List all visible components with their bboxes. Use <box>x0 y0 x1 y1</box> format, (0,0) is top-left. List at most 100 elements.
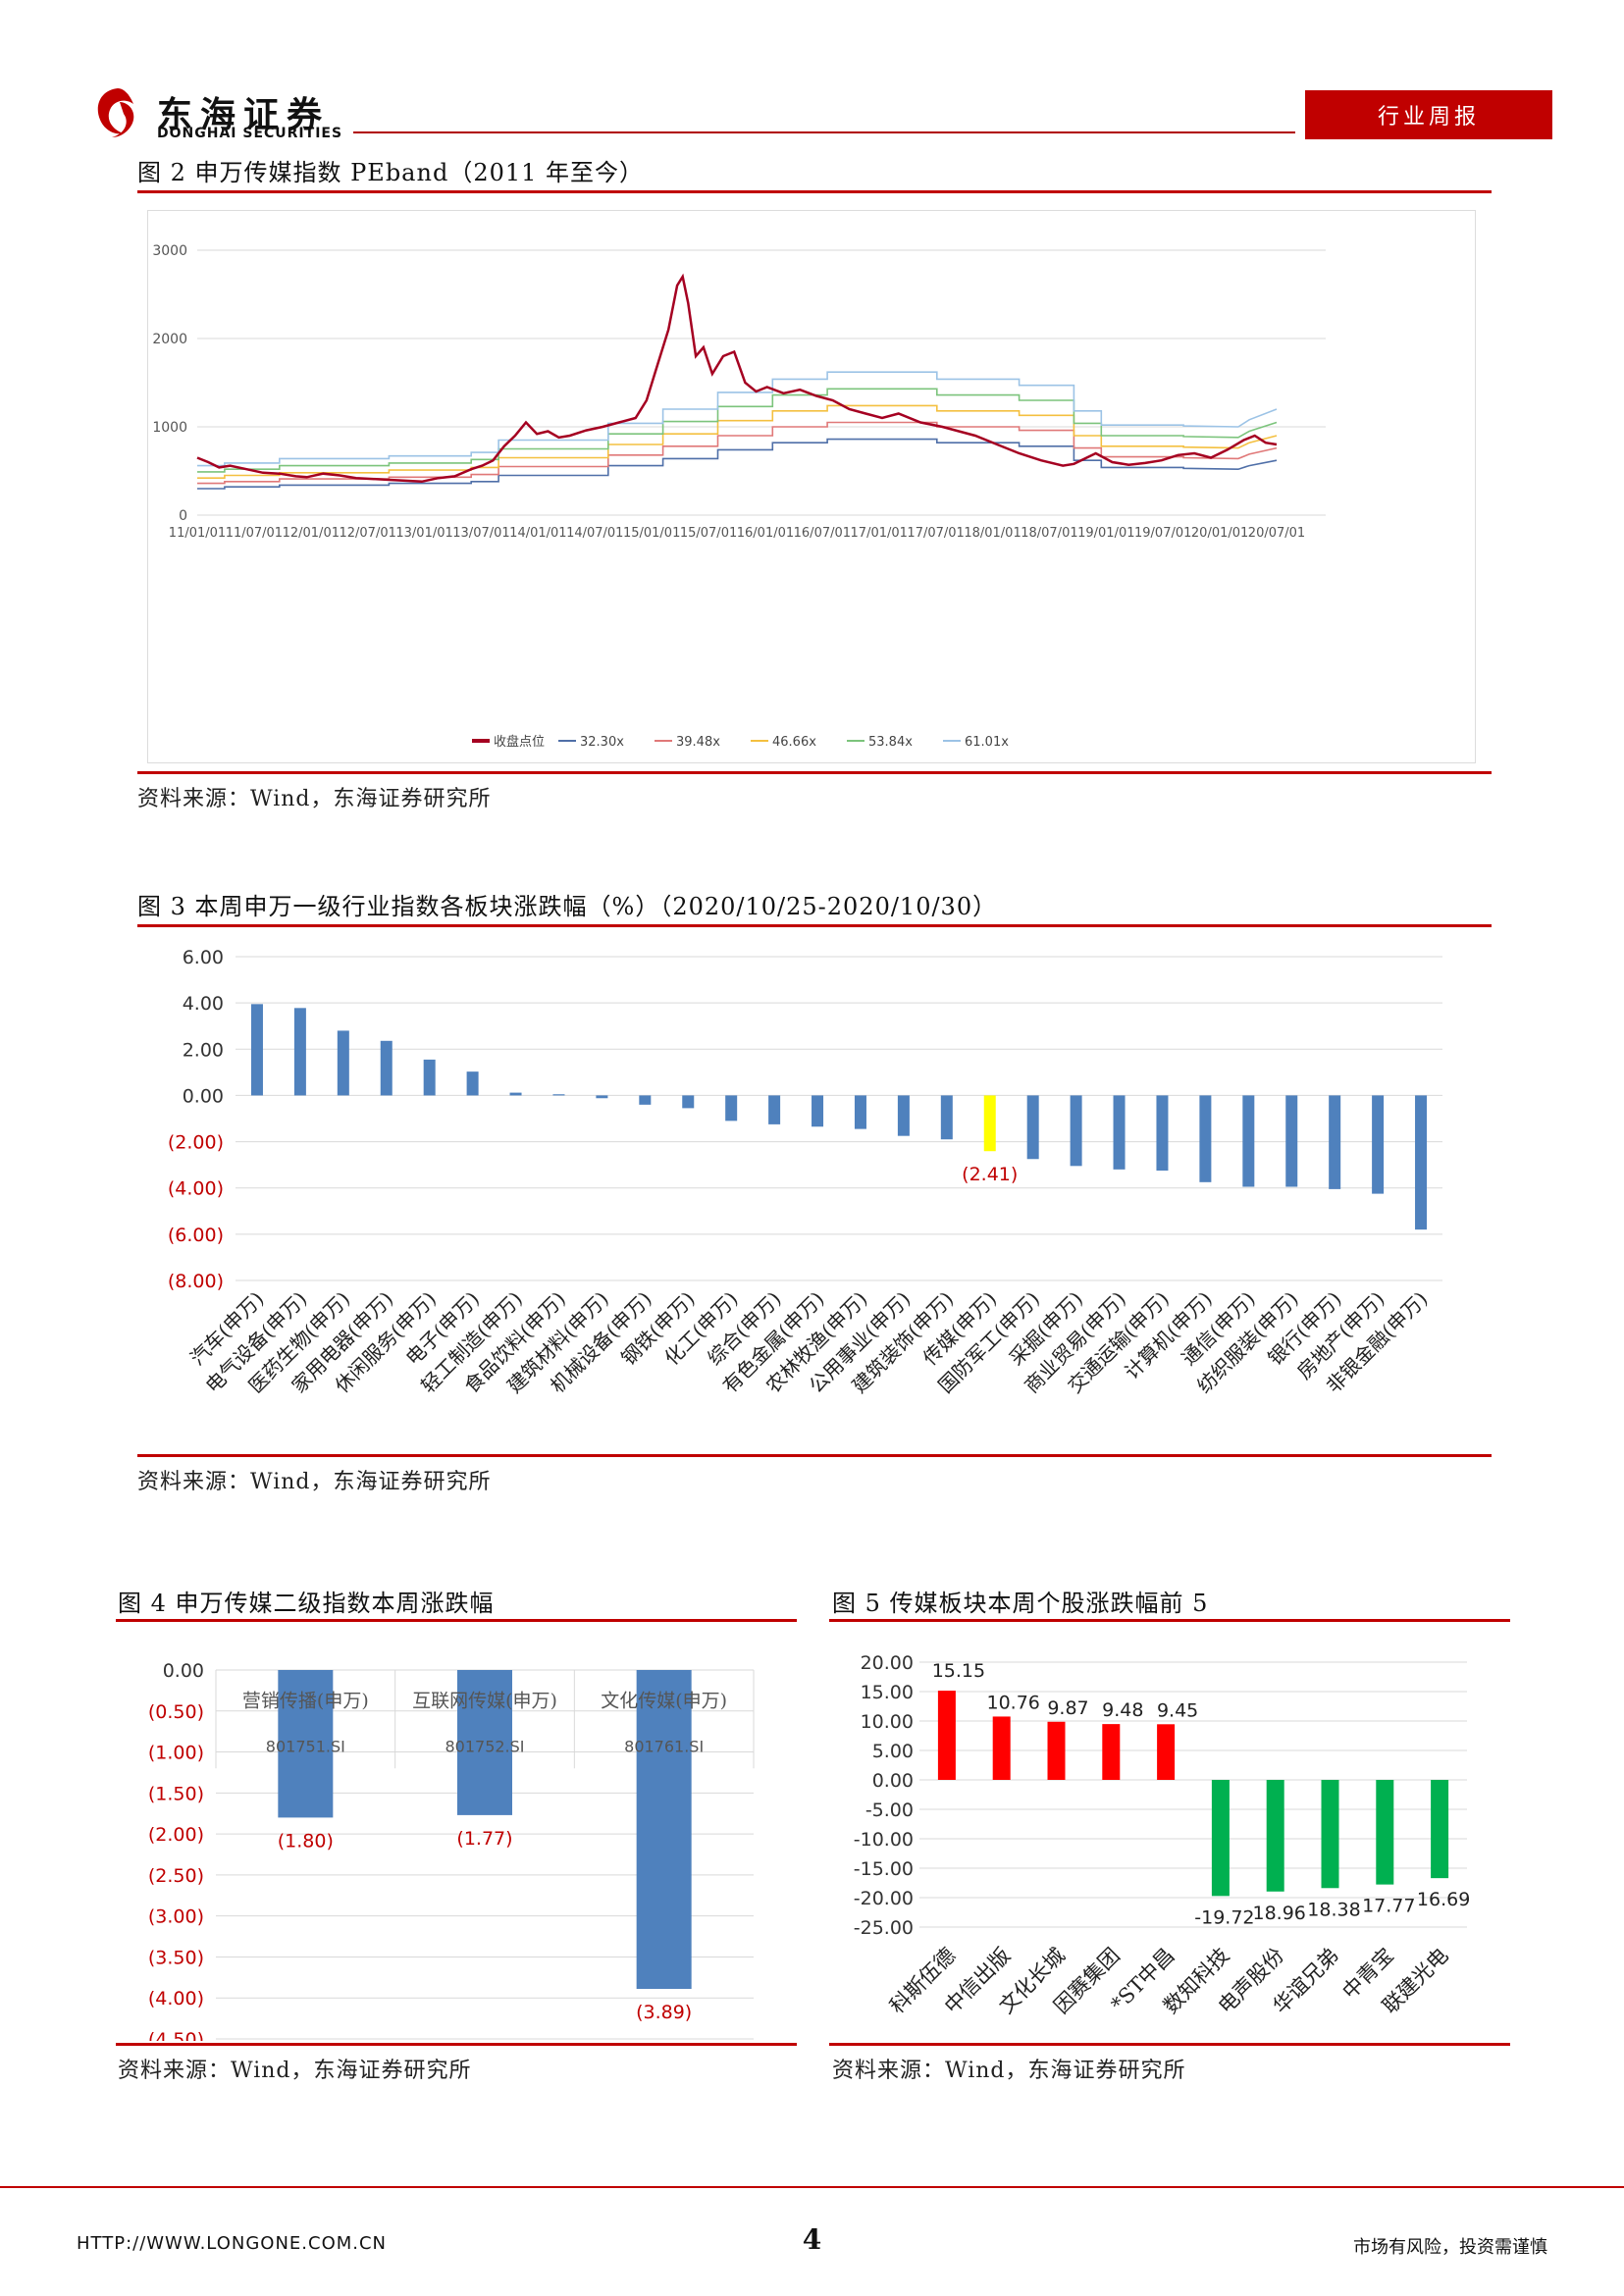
fig3-y-tick: 4.00 <box>183 993 224 1015</box>
fig2-x-tick: 13/01/01 <box>395 526 452 541</box>
fig2-y-tick: 0 <box>179 508 187 524</box>
fig2-x-tick: 14/01/01 <box>509 526 566 541</box>
fig5-top-rule <box>829 1619 1510 1622</box>
fig2-x-tick: 11/07/01 <box>226 526 283 541</box>
fig2-y-tick: 2000 <box>152 332 187 347</box>
fig2-series-line <box>196 273 1278 484</box>
fig5-y-tick: 15.00 <box>861 1682 914 1703</box>
page-number: 4 <box>802 2223 822 2256</box>
company-name-en: DONGHAI SECURITIES <box>157 126 343 141</box>
fig5-bar <box>1321 1780 1339 1889</box>
fig3-bar <box>768 1095 781 1124</box>
fig5-bar <box>1431 1780 1449 1879</box>
fig3-bar <box>337 1030 349 1096</box>
fig2-x-tick: 11/01/01 <box>169 526 226 541</box>
fig3-bar <box>293 1008 306 1096</box>
fig4-x-label: 互联网传媒(申万) <box>412 1691 557 1712</box>
fig4-y-tick: 0.00 <box>163 1660 204 1682</box>
fig2-series-line <box>197 371 1278 467</box>
fig3-chart: 6.00 4.00 2.00 0.00 (2.00) (4.00) (6.00) (8.00)… <box>168 947 1442 1397</box>
fig3-bar <box>1285 1095 1298 1187</box>
fig2-x-tick: 16/07/01 <box>794 526 851 541</box>
fig3-top-rule <box>137 924 1492 927</box>
fig2-legend-label: 39.48x <box>676 735 720 750</box>
fig3-bar <box>639 1095 652 1105</box>
fig2-x-tick: 14/07/01 <box>566 526 623 541</box>
footer-rule <box>0 2186 1624 2188</box>
fig3-source: 资料来源：Wind，东海证券研究所 <box>137 1470 492 1494</box>
fig2-x-tick: 19/01/01 <box>1077 526 1134 541</box>
fig4-y-tick: (0.50) <box>148 1701 204 1723</box>
fig2-x-tick: 19/07/01 <box>1134 526 1191 541</box>
fig2-legend-label: 46.66x <box>772 735 816 750</box>
fig5-data-label: 15.15 <box>932 1660 985 1682</box>
fig2-series-line <box>197 421 1278 485</box>
fig5-bar <box>1047 1721 1066 1780</box>
fig2-x-tick: 18/01/01 <box>964 526 1021 541</box>
fig2-source: 资料来源：Wind，东海证券研究所 <box>137 787 492 811</box>
fig3-bar <box>596 1095 608 1099</box>
fig5-y-tick: 5.00 <box>872 1741 914 1762</box>
fig5-data-label: 9.48 <box>1102 1699 1143 1721</box>
fig4-y-tick: (2.50) <box>148 1865 204 1887</box>
fig5-bar <box>992 1716 1011 1780</box>
fig5-chart: 20.00 15.00 10.00 5.00 0.00 -5.00 -10.00 -15.00… <box>854 1652 1471 2018</box>
fig5-y-tick: 20.00 <box>861 1652 914 1674</box>
fig5-bar <box>937 1691 956 1780</box>
fig5-data-label: 18.38 <box>1307 1899 1360 1920</box>
fig2-x-tick: 15/01/01 <box>623 526 680 541</box>
fig5-y-tick: -20.00 <box>854 1888 914 1909</box>
fig5-bar <box>1211 1780 1230 1897</box>
fig4-source: 资料来源：Wind，东海证券研究所 <box>118 2059 472 2083</box>
company-name-cn: 东海证券 <box>157 94 331 135</box>
fig4-code-label: 801752.SI <box>445 1738 524 1756</box>
fig4-y-tick: (1.00) <box>148 1743 204 1764</box>
fig2-y-tick: 3000 <box>152 243 187 259</box>
fig3-bar <box>1199 1095 1212 1182</box>
fig4-title: 图 4 申万传媒二级指数本周涨跌幅 <box>118 1590 495 1617</box>
company-logo <box>90 84 145 143</box>
fig3-bar <box>1415 1095 1428 1230</box>
fig4-y-tick: (3.50) <box>148 1947 204 1968</box>
fig2-x-tick: 20/01/01 <box>1191 526 1248 541</box>
fig3-bar <box>1156 1095 1169 1172</box>
fig3-bar <box>250 1004 263 1096</box>
fig3-bottom-rule <box>137 1454 1492 1457</box>
fig3-bar <box>423 1059 436 1096</box>
fig2-chart: 0 1000 2000 3000 11/01/01 11/07/01 12/01/01 12/… <box>152 243 1326 750</box>
fig5-data-label: 9.45 <box>1157 1699 1198 1721</box>
fig4-x-label: 文化传媒(申万) <box>601 1691 727 1712</box>
fig2-x-tick: 13/07/01 <box>452 526 509 541</box>
fig2-legend-label: 32.30x <box>580 735 624 750</box>
fig5-data-label: 17.77 <box>1362 1896 1415 1917</box>
fig5-data-label: 16.69 <box>1417 1889 1470 1910</box>
fig2-series-line <box>197 404 1278 479</box>
fig5-bar <box>1157 1724 1176 1780</box>
fig3-bar <box>1113 1095 1126 1170</box>
fig5-bar <box>1266 1780 1284 1892</box>
fig4-bottom-rule <box>116 2043 797 2046</box>
fig4-code-label: 801751.SI <box>266 1738 345 1756</box>
fig3-bar <box>854 1095 866 1129</box>
fig5-bar <box>1102 1724 1121 1780</box>
fig5-data-label: 18.96 <box>1252 1903 1305 1924</box>
fig5-y-tick: -15.00 <box>854 1858 914 1880</box>
fig2-chart-frame: 0 1000 2000 3000 11/01/01 11/07/01 12/01/01 12/… <box>147 210 1476 763</box>
fig4-bar <box>636 1670 692 1990</box>
fig2-x-tick: 12/07/01 <box>339 526 395 541</box>
fig3-bar <box>682 1095 695 1109</box>
fig2-x-tick: 15/07/01 <box>680 526 737 541</box>
fig3-bar <box>897 1095 910 1136</box>
fig5-y-tick: 10.00 <box>861 1711 914 1733</box>
footer-url-link[interactable]: HTTP://WWW.LONGONE.COM.CN <box>77 2233 388 2254</box>
fig3-y-tick: (8.00) <box>168 1271 224 1292</box>
fig2-series-line <box>197 388 1278 473</box>
fig2-legend-label: 53.84x <box>868 735 913 750</box>
fig2-x-tick: 18/07/01 <box>1021 526 1077 541</box>
fig3-bar <box>1026 1095 1039 1160</box>
fig4-data-label: (1.77) <box>456 1828 512 1850</box>
fig3-bar <box>812 1095 824 1127</box>
fig3-bar <box>1242 1095 1255 1187</box>
fig5-bar <box>1376 1780 1394 1885</box>
footer-disclaimer: 市场有风险，投资需谨慎 <box>1353 2237 1547 2258</box>
